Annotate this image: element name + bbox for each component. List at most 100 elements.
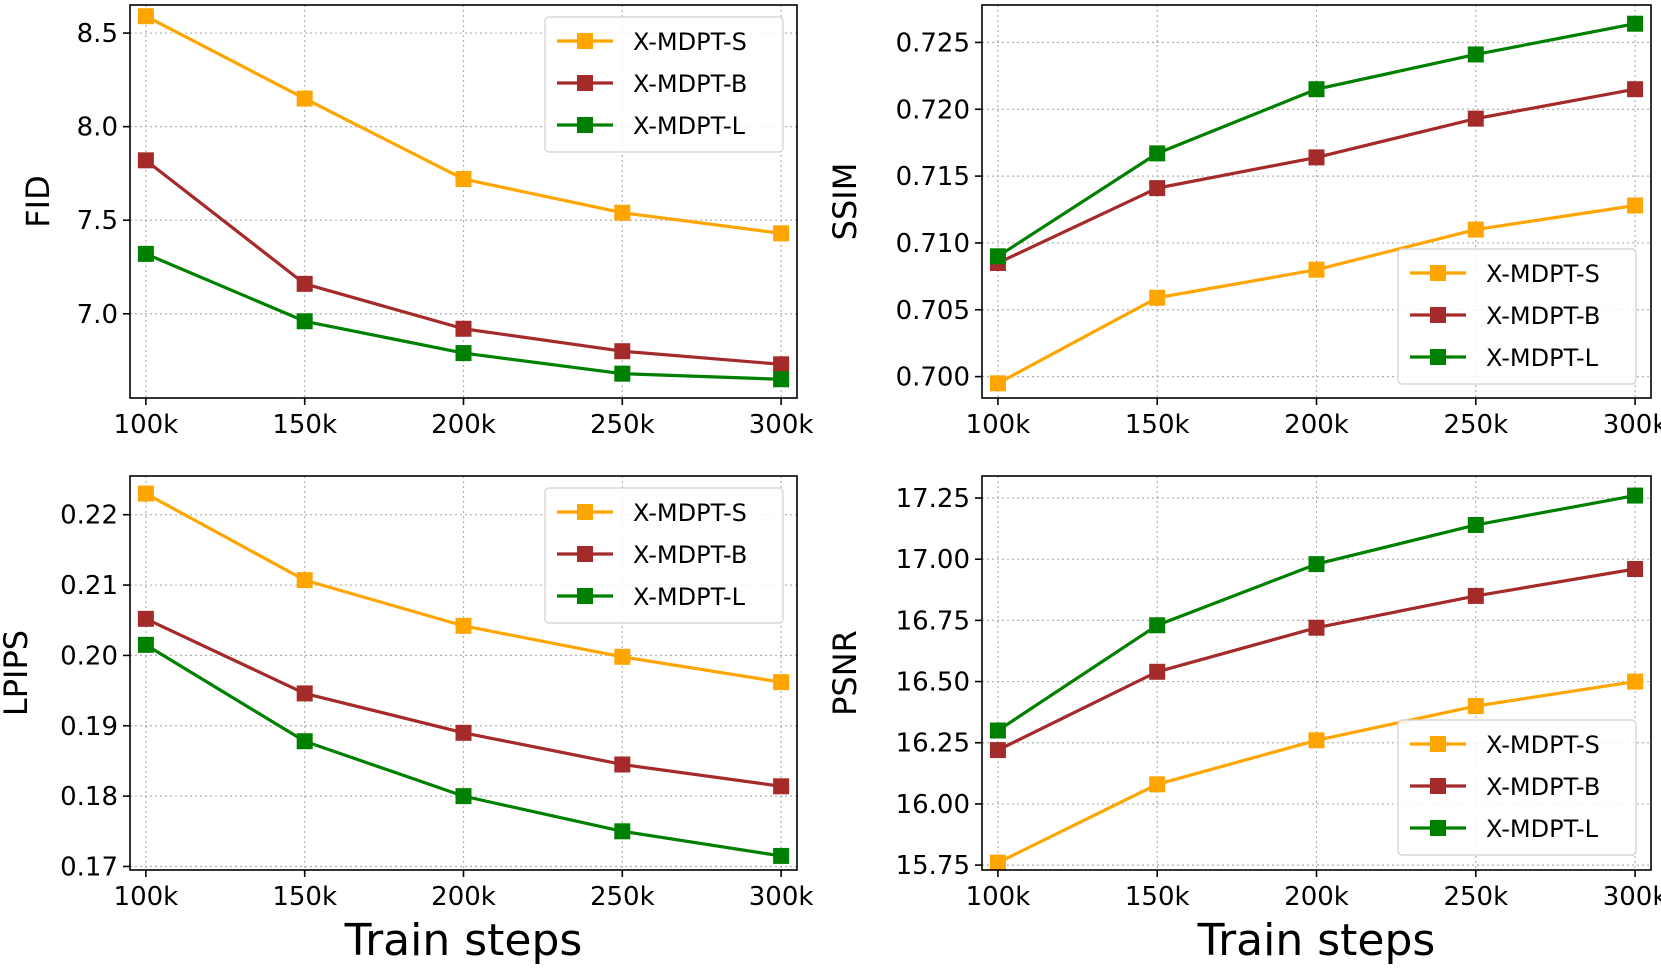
- data-point-x-mdpt-b-200k: [455, 724, 472, 741]
- legend-frame: [1397, 248, 1637, 385]
- data-point-x-mdpt-s-100k: [989, 854, 1006, 871]
- x-tick-label: 250k: [1443, 882, 1508, 912]
- data-point-x-mdpt-b-200k: [1308, 619, 1325, 636]
- data-point-x-mdpt-b-250k: [1467, 587, 1484, 604]
- legend-marker-x-mdpt-s: [1430, 736, 1446, 752]
- x-tick-label: 300k: [749, 410, 814, 440]
- data-point-x-mdpt-b-150k: [296, 275, 313, 292]
- chart-panel-bottom-right: 100k 150k 200k 250k 300k 15.75 16.00 16.25 16.50…: [826, 475, 1661, 966]
- data-point-x-mdpt-l-250k: [614, 823, 631, 840]
- y-tick-label: 0.700: [896, 363, 970, 393]
- y-tick-label: 17.25: [896, 484, 970, 514]
- legend-marker-x-mdpt-s: [577, 504, 593, 520]
- y-tick-label: 16.75: [896, 606, 970, 636]
- data-point-x-mdpt-l-200k: [1308, 556, 1325, 573]
- data-point-x-mdpt-l-100k: [137, 245, 154, 262]
- legend-label-x-mdpt-s: X-MDPT-S: [1486, 731, 1600, 759]
- data-point-x-mdpt-b-100k: [989, 742, 1006, 759]
- data-point-x-mdpt-b-300k: [1627, 81, 1644, 98]
- y-tick-label: 16.00: [896, 790, 970, 820]
- data-point-x-mdpt-l-300k: [1627, 15, 1644, 32]
- y-tick-label: 0.720: [896, 95, 970, 125]
- x-tick-label: 150k: [1125, 882, 1190, 912]
- legend-label-x-mdpt-s: X-MDPT-S: [1486, 260, 1600, 288]
- legend-marker-x-mdpt-b: [577, 546, 593, 562]
- data-point-x-mdpt-b-200k: [455, 320, 472, 337]
- data-point-x-mdpt-l-200k: [1308, 81, 1325, 98]
- data-point-x-mdpt-l-300k: [1627, 487, 1644, 504]
- data-point-x-mdpt-l-200k: [455, 788, 472, 805]
- y-tick-label: 7.5: [77, 206, 118, 236]
- legend-marker-x-mdpt-l: [577, 588, 593, 604]
- chart-panel-top-left: 100k 150k 200k 250k 300k 7.0 7.5 8.0 8.5 FID X-MDP…: [19, 4, 814, 440]
- legend-marker-x-mdpt-b: [577, 75, 593, 91]
- data-point-x-mdpt-l-100k: [989, 722, 1006, 739]
- legend: X-MDPT-S X-MDPT-B X-MDPT-L: [1397, 719, 1637, 856]
- data-point-x-mdpt-s-300k: [773, 674, 790, 691]
- data-point-x-mdpt-s-250k: [614, 648, 631, 665]
- data-point-x-mdpt-s-150k: [1149, 776, 1166, 793]
- legend-label-x-mdpt-b: X-MDPT-B: [633, 541, 747, 569]
- data-point-x-mdpt-l-100k: [989, 248, 1006, 265]
- x-tick-label: 250k: [590, 410, 655, 440]
- y-axis-title: LPIPS: [0, 630, 35, 716]
- x-tick-label: 200k: [1284, 410, 1349, 440]
- legend: X-MDPT-S X-MDPT-B X-MDPT-L: [544, 16, 784, 153]
- y-tick-label: 0.725: [896, 28, 970, 58]
- x-tick-label: 150k: [1125, 410, 1190, 440]
- legend-label-x-mdpt-s: X-MDPT-S: [633, 499, 747, 527]
- data-point-x-mdpt-l-150k: [296, 313, 313, 330]
- legend-frame: [1397, 719, 1637, 856]
- data-point-x-mdpt-l-300k: [773, 847, 790, 864]
- data-point-x-mdpt-s-200k: [1308, 732, 1325, 749]
- y-axis-title: FID: [19, 175, 57, 227]
- data-point-x-mdpt-b-300k: [1627, 560, 1644, 577]
- data-point-x-mdpt-b-250k: [614, 343, 631, 360]
- x-axis-title: Train steps: [344, 915, 583, 966]
- y-tick-label: 8.0: [77, 113, 118, 143]
- x-tick-label: 300k: [1603, 882, 1661, 912]
- y-tick-label: 0.710: [896, 229, 970, 259]
- legend-marker-x-mdpt-l: [577, 117, 593, 133]
- y-axis-title: PSNR: [826, 630, 864, 716]
- x-tick-label: 100k: [114, 410, 179, 440]
- legend-label-x-mdpt-b: X-MDPT-B: [1486, 302, 1600, 330]
- data-point-x-mdpt-b-250k: [614, 756, 631, 773]
- y-tick-label: 0.18: [60, 782, 118, 812]
- data-point-x-mdpt-l-150k: [1149, 617, 1166, 634]
- x-tick-label: 100k: [966, 410, 1031, 440]
- data-point-x-mdpt-s-150k: [296, 90, 313, 107]
- data-point-x-mdpt-b-150k: [296, 685, 313, 702]
- y-tick-label: 0.22: [60, 501, 118, 531]
- y-tick-label: 16.50: [896, 668, 970, 698]
- data-point-x-mdpt-b-300k: [773, 356, 790, 373]
- legend-label-x-mdpt-b: X-MDPT-B: [633, 70, 747, 98]
- data-point-x-mdpt-l-250k: [1467, 46, 1484, 63]
- y-tick-label: 0.705: [896, 296, 970, 326]
- y-tick-label: 8.5: [77, 19, 118, 49]
- data-point-x-mdpt-b-200k: [1308, 149, 1325, 166]
- data-point-x-mdpt-b-300k: [773, 778, 790, 795]
- legend-frame: [544, 487, 784, 624]
- data-point-x-mdpt-s-250k: [1467, 221, 1484, 238]
- legend-marker-x-mdpt-s: [1430, 265, 1446, 281]
- chart-panel-bottom-left: 100k 150k 200k 250k 300k 0.17 0.18 0.19 0.20 0.21…: [0, 475, 813, 966]
- x-tick-label: 100k: [114, 882, 179, 912]
- x-tick-label: 250k: [590, 882, 655, 912]
- y-tick-label: 16.25: [896, 729, 970, 759]
- data-point-x-mdpt-s-250k: [614, 204, 631, 221]
- data-point-x-mdpt-s-200k: [455, 171, 472, 188]
- data-point-x-mdpt-s-300k: [1627, 673, 1644, 690]
- data-point-x-mdpt-l-300k: [773, 371, 790, 388]
- data-point-x-mdpt-b-100k: [137, 152, 154, 169]
- legend-marker-x-mdpt-l: [1430, 349, 1446, 365]
- data-point-x-mdpt-l-200k: [455, 345, 472, 362]
- y-axis-title: SSIM: [826, 163, 864, 241]
- y-tick-label: 0.19: [60, 712, 118, 742]
- data-point-x-mdpt-s-150k: [1149, 289, 1166, 306]
- legend-marker-x-mdpt-l: [1430, 820, 1446, 836]
- data-point-x-mdpt-l-150k: [296, 733, 313, 750]
- y-tick-label: 0.20: [60, 641, 118, 671]
- legend-label-x-mdpt-l: X-MDPT-L: [1486, 815, 1599, 843]
